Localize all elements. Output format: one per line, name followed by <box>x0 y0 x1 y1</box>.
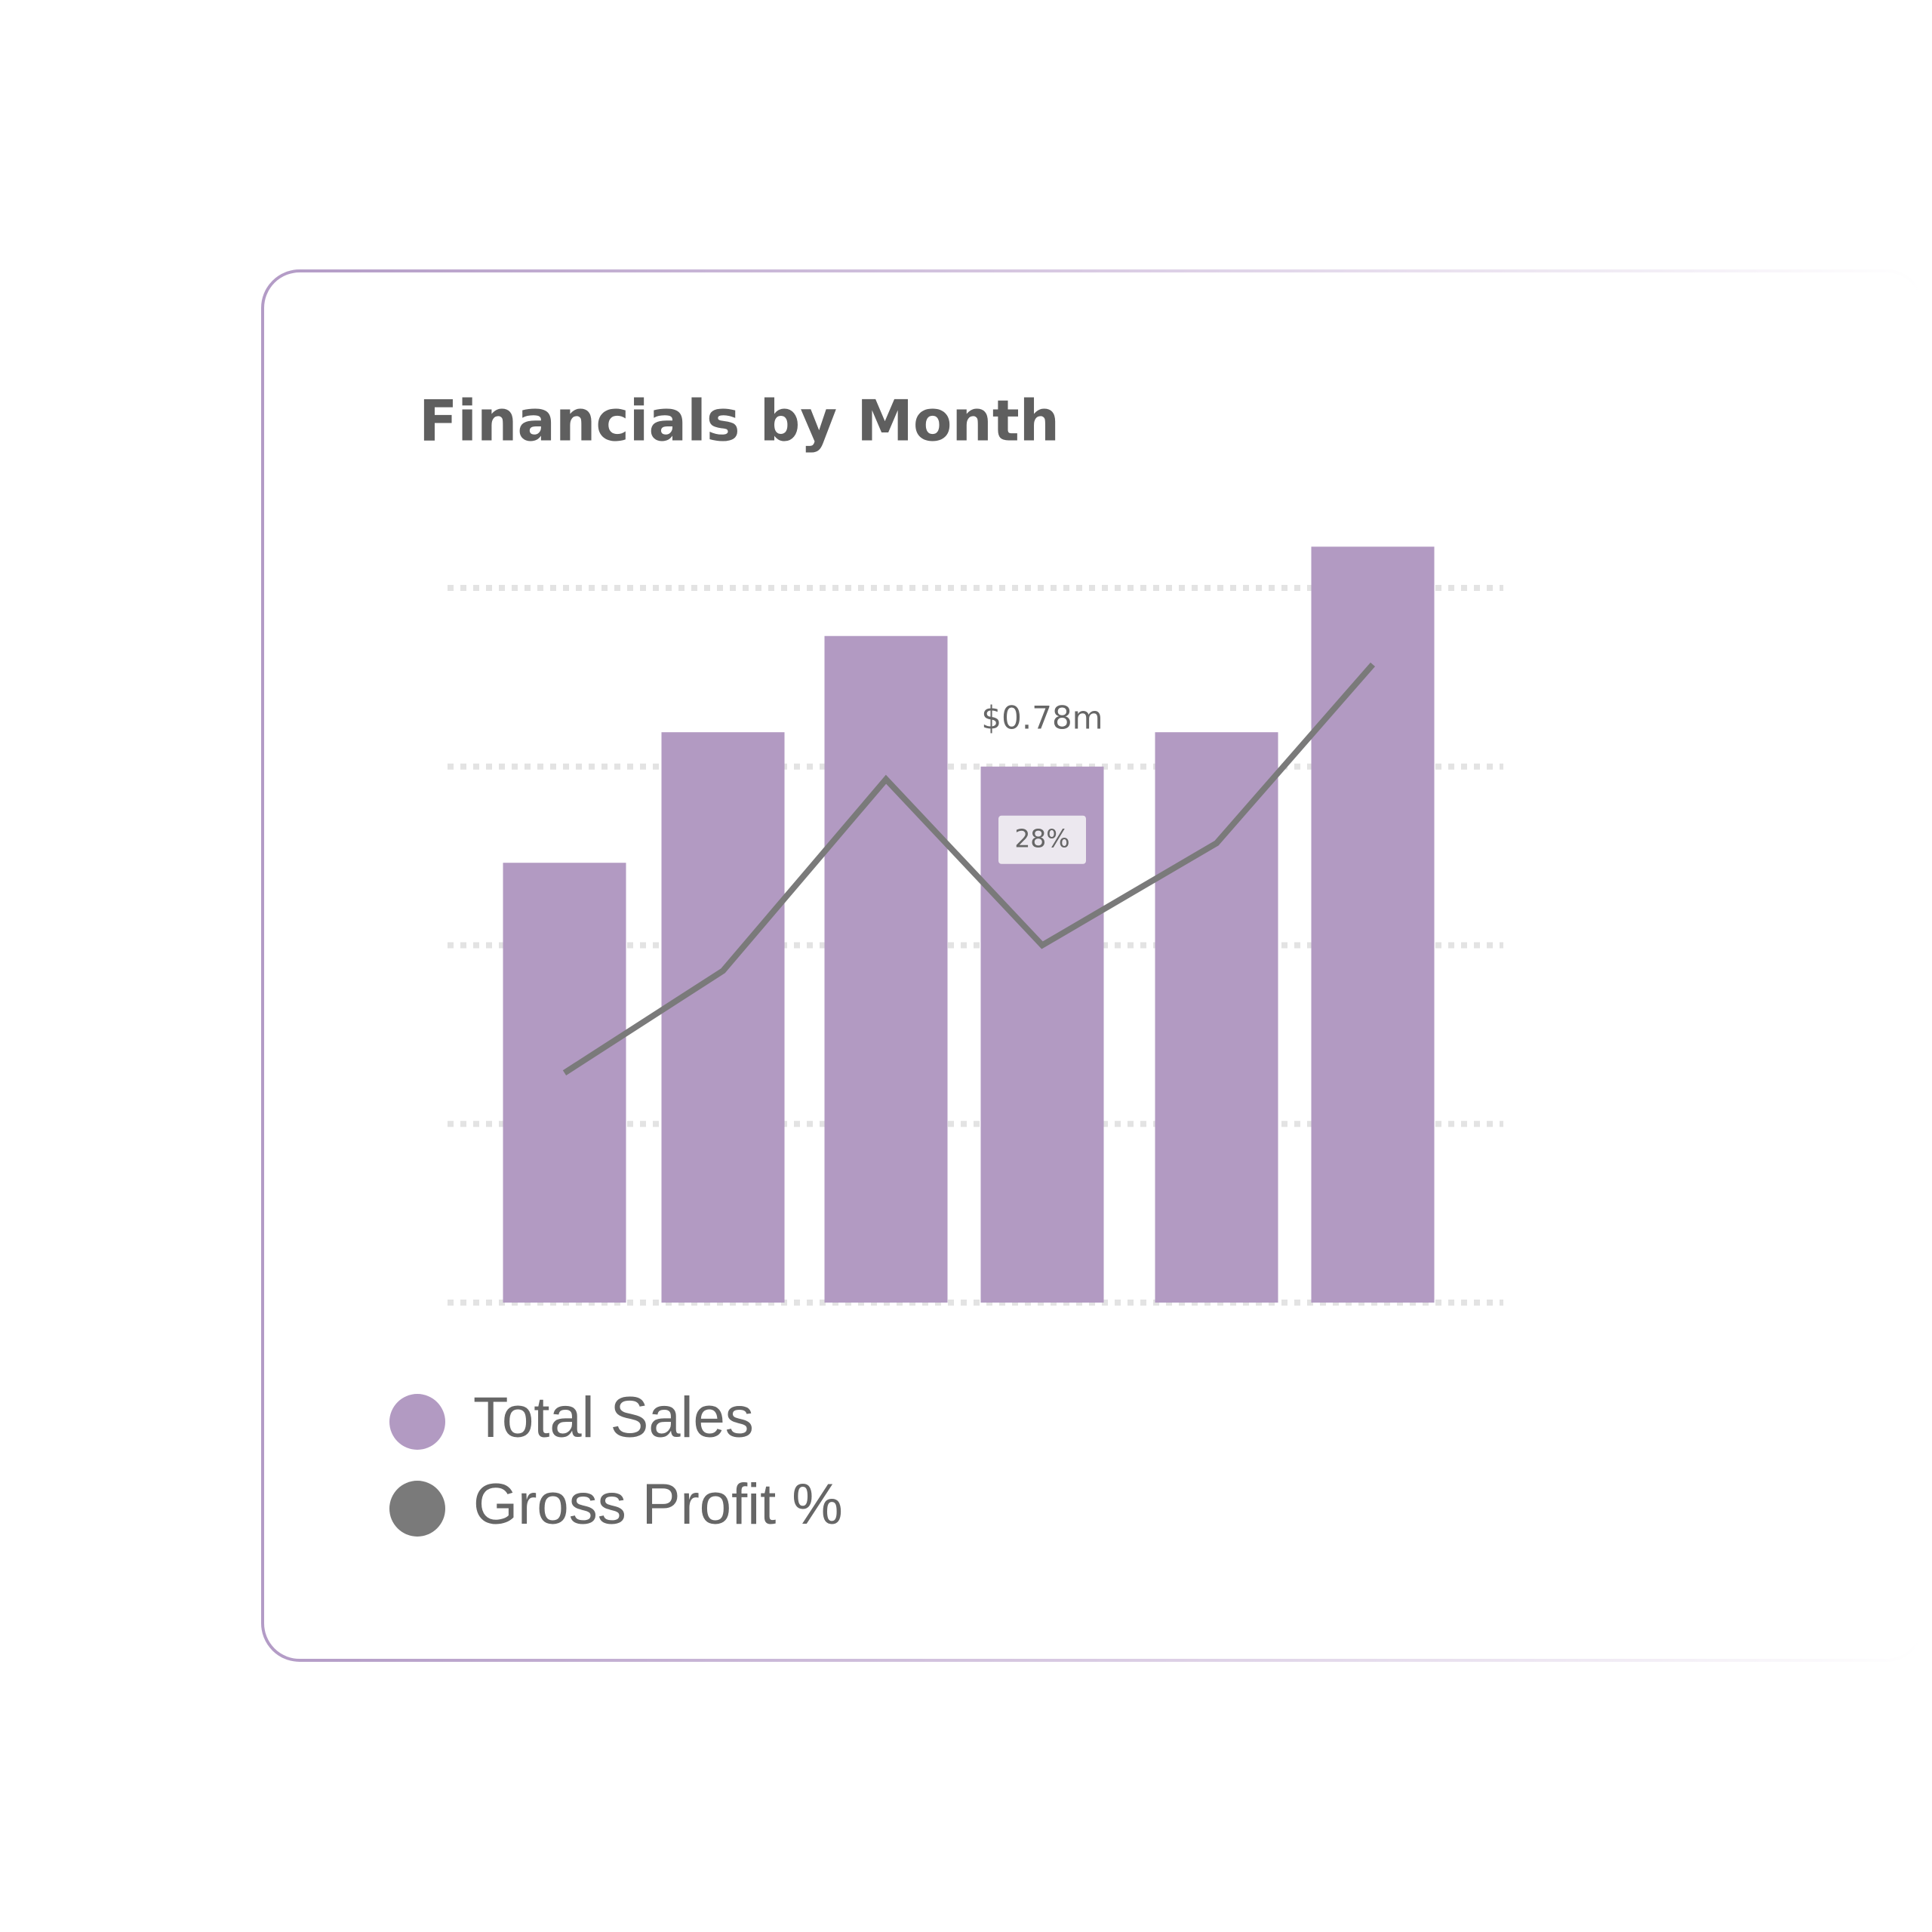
line <box>562 662 1376 1075</box>
legend-swatch <box>389 1481 445 1537</box>
bar <box>1311 546 1435 1303</box>
bar-value-label: $0.78m <box>981 699 1103 736</box>
bar <box>1155 732 1278 1303</box>
legend-swatch <box>389 1394 445 1450</box>
chart-title: Financials by Month <box>419 388 1060 454</box>
value-badge <box>998 815 1086 864</box>
bar <box>503 863 626 1303</box>
bar <box>661 732 785 1303</box>
bar <box>824 635 948 1303</box>
legend-label: Gross Profit % <box>473 1472 843 1537</box>
legend-label: Total Sales <box>473 1386 754 1450</box>
line-value-label: 28% <box>1014 823 1069 853</box>
